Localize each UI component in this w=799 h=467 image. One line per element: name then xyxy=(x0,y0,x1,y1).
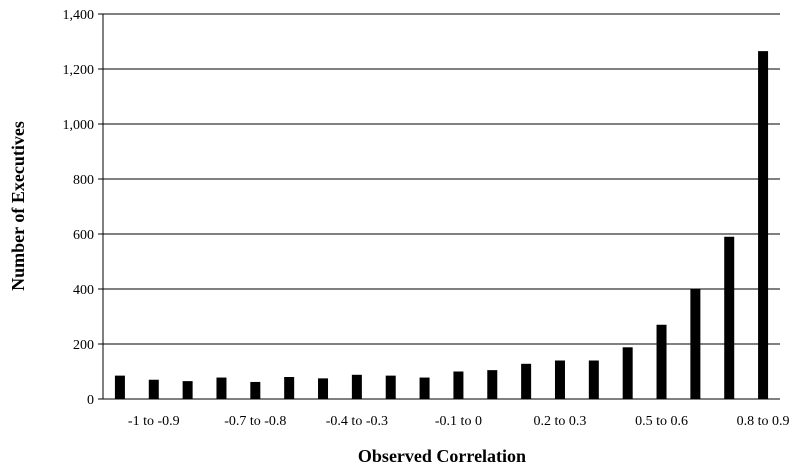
x-axis-title: Observed Correlation xyxy=(358,446,526,466)
bar xyxy=(622,347,633,399)
y-tick-label: 600 xyxy=(73,228,94,243)
y-tick-label: 200 xyxy=(73,338,94,353)
x-tick-label: 0.2 to 0.3 xyxy=(534,414,587,429)
bar xyxy=(554,360,565,399)
y-tick-label: 400 xyxy=(73,283,94,298)
y-tick-label: 1,400 xyxy=(63,8,95,23)
bar xyxy=(114,375,125,399)
bar xyxy=(182,381,193,399)
bar xyxy=(419,377,430,399)
x-tick-label: -0.4 to -0.3 xyxy=(326,414,388,429)
bar xyxy=(521,363,532,399)
y-tick-label: 1,000 xyxy=(63,118,95,133)
bar xyxy=(690,289,701,399)
bar xyxy=(758,51,769,399)
y-tick-label: 1,200 xyxy=(63,63,95,78)
bar xyxy=(250,381,261,399)
bar xyxy=(453,371,464,399)
x-tick-label: -0.1 to 0 xyxy=(435,414,482,429)
y-axis-title: Number of Executives xyxy=(8,121,28,291)
bar xyxy=(148,379,159,399)
bar xyxy=(216,377,227,399)
x-axis-ticks: -1 to -0.9 -0.7 to -0.8 -0.4 to -0.3 -0.1 t… xyxy=(128,414,790,429)
bar xyxy=(385,375,396,399)
x-tick-label: -0.7 to -0.8 xyxy=(224,414,286,429)
bar xyxy=(318,378,329,399)
x-tick-label: -1 to -0.9 xyxy=(128,414,180,429)
gridlines xyxy=(103,13,780,345)
x-tick-label: 0.8 to 0.9 xyxy=(737,414,790,429)
y-tick-label: 800 xyxy=(73,173,94,188)
bar xyxy=(724,236,735,399)
bar xyxy=(588,360,599,399)
x-tick-label: 0.5 to 0.6 xyxy=(635,414,688,429)
y-axis-ticks: 0 200 400 600 800 1,000 1,200 1,400 xyxy=(63,8,103,408)
bar xyxy=(351,374,362,399)
y-tick-label: 0 xyxy=(87,393,94,408)
bar xyxy=(656,324,667,399)
bar xyxy=(284,377,295,399)
bars xyxy=(114,51,769,399)
bar xyxy=(487,370,498,399)
